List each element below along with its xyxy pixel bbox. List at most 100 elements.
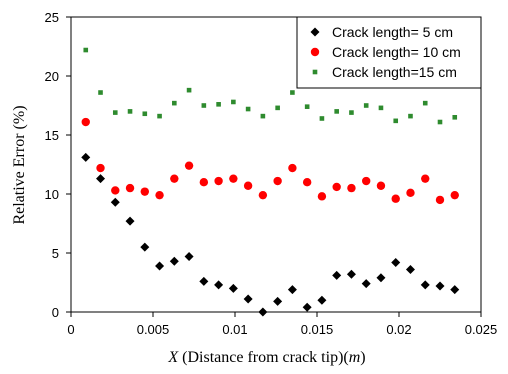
x-axis-label-close: ) bbox=[360, 349, 365, 366]
x-tick-label: 0 bbox=[67, 322, 74, 337]
y-tick-label: 15 bbox=[45, 128, 59, 143]
data-point bbox=[169, 256, 179, 266]
data-point bbox=[273, 176, 282, 186]
data-point bbox=[229, 174, 238, 183]
legend-entry-label: Crack length= 10 cm bbox=[332, 44, 461, 60]
data-point bbox=[81, 152, 91, 162]
data-point bbox=[334, 109, 339, 114]
legend-marker bbox=[310, 47, 320, 57]
data-point bbox=[317, 295, 327, 305]
series-2 bbox=[81, 117, 459, 205]
data-point bbox=[140, 242, 150, 252]
x-tick-label: 0.02 bbox=[386, 322, 411, 337]
data-point bbox=[199, 178, 209, 187]
data-point bbox=[96, 174, 106, 184]
series-3 bbox=[83, 47, 458, 125]
y-tick-label: 5 bbox=[52, 246, 59, 261]
data-point bbox=[127, 109, 133, 114]
data-point bbox=[155, 190, 164, 200]
data-point bbox=[408, 113, 413, 119]
data-point bbox=[216, 102, 221, 107]
data-point bbox=[157, 113, 162, 119]
data-point bbox=[287, 285, 297, 295]
data-point bbox=[317, 192, 327, 201]
data-point bbox=[112, 110, 118, 115]
y-axis-ticks: 0 5 10 15 20 25 bbox=[45, 10, 71, 320]
data-point bbox=[393, 118, 399, 124]
data-point bbox=[346, 269, 356, 279]
data-point bbox=[155, 261, 165, 271]
data-point bbox=[304, 104, 310, 109]
x-tick-label: 0.01 bbox=[222, 322, 247, 337]
data-point bbox=[435, 195, 445, 205]
data-point bbox=[170, 174, 179, 183]
data-point bbox=[450, 285, 460, 295]
x-tick-label: 0.025 bbox=[465, 322, 498, 337]
data-point bbox=[184, 161, 194, 170]
data-point bbox=[406, 188, 415, 198]
x-tick-label: 0.005 bbox=[137, 322, 170, 337]
legend-marker bbox=[312, 69, 318, 75]
data-point bbox=[405, 265, 415, 275]
legend-entry-label: Crack length=15 cm bbox=[332, 64, 457, 80]
legend-entry-label: Crack length= 5 cm bbox=[332, 24, 453, 40]
data-point bbox=[214, 176, 223, 186]
y-tick-label: 0 bbox=[52, 305, 59, 320]
legend-marker bbox=[310, 27, 320, 37]
data-point bbox=[421, 174, 430, 183]
data-point bbox=[376, 273, 386, 283]
data-points bbox=[81, 47, 460, 317]
data-point bbox=[363, 103, 369, 108]
data-point bbox=[275, 105, 280, 111]
y-tick-label: 10 bbox=[45, 187, 59, 202]
x-axis-label: X (Distance from crack tip)(m) bbox=[167, 349, 365, 366]
data-point bbox=[83, 47, 89, 53]
data-point bbox=[214, 280, 224, 290]
data-point bbox=[332, 182, 341, 192]
data-point bbox=[231, 99, 236, 105]
data-point bbox=[273, 296, 283, 306]
data-point bbox=[96, 163, 105, 173]
data-point bbox=[290, 90, 295, 95]
data-point bbox=[435, 281, 445, 291]
data-point bbox=[125, 216, 135, 226]
data-point bbox=[98, 90, 103, 95]
x-axis-label-text: (Distance from crack tip)( bbox=[178, 349, 349, 366]
data-point bbox=[376, 181, 386, 190]
data-point bbox=[243, 181, 253, 190]
data-point bbox=[81, 117, 90, 127]
data-point bbox=[378, 105, 384, 111]
data-point bbox=[302, 178, 312, 187]
y-tick-label: 20 bbox=[45, 69, 59, 84]
data-point bbox=[391, 257, 401, 267]
data-point bbox=[110, 197, 120, 207]
x-axis-label-variable: X bbox=[167, 349, 179, 366]
data-point bbox=[186, 87, 192, 93]
data-point bbox=[140, 187, 149, 196]
data-point bbox=[347, 183, 356, 193]
data-point bbox=[201, 103, 207, 108]
data-point bbox=[243, 294, 253, 304]
data-point bbox=[228, 283, 238, 293]
data-point bbox=[319, 116, 325, 121]
x-axis-ticks: 0 0.005 0.01 0.015 0.02 0.025 bbox=[67, 312, 497, 337]
data-point bbox=[422, 100, 428, 106]
y-tick-label: 25 bbox=[45, 10, 59, 25]
data-point bbox=[391, 194, 400, 203]
data-point bbox=[420, 280, 430, 290]
data-point bbox=[245, 106, 251, 112]
plot-area-frame bbox=[70, 16, 482, 313]
data-point bbox=[184, 252, 194, 262]
x-axis-label-unit: m bbox=[349, 349, 361, 366]
data-point bbox=[332, 270, 342, 280]
data-point bbox=[172, 100, 177, 106]
data-point bbox=[450, 190, 459, 200]
series-1 bbox=[81, 152, 460, 317]
data-point bbox=[302, 302, 312, 312]
y-axis-label: Relative Error (%) bbox=[11, 105, 28, 224]
x-tick-label: 0.015 bbox=[301, 322, 334, 337]
data-point bbox=[142, 111, 148, 117]
data-point bbox=[437, 119, 443, 125]
data-point bbox=[452, 115, 458, 120]
